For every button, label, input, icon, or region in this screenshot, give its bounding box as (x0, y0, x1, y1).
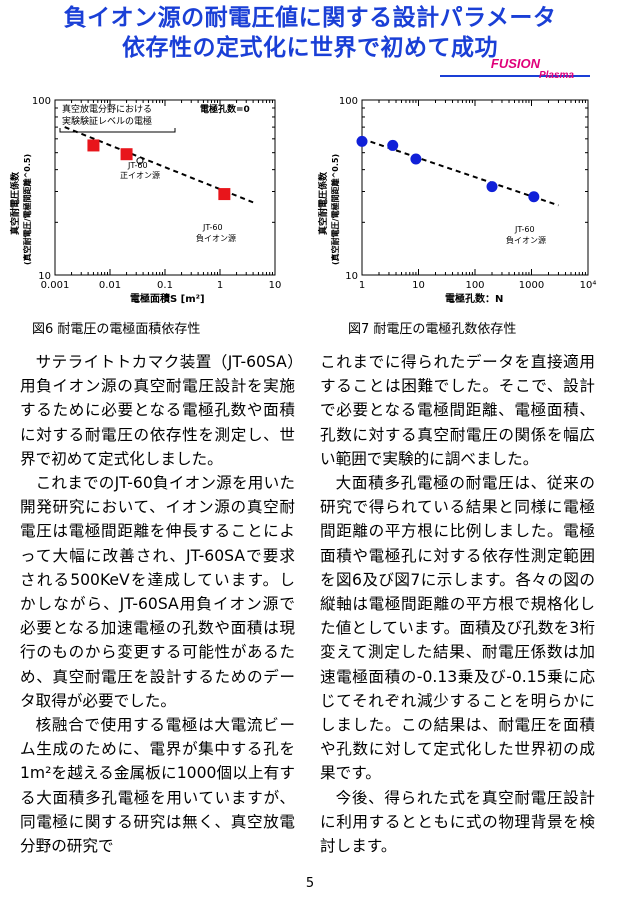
page-title-line2: 依存性の定式化に世界で初めて成功 (122, 35, 498, 61)
data-point (410, 153, 422, 165)
x-tick-label: 10⁴ (580, 280, 597, 291)
body-paragraph: 核融合で使用する電極は大電流ビーム生成のために、電界が集中する孔を1m²を越える… (20, 716, 295, 856)
x-tick-label: 0.1 (157, 280, 173, 291)
open-data-point (136, 157, 144, 165)
fig7-ylabel-1: 真空耐電圧係数 (317, 171, 329, 235)
data-point (387, 139, 399, 151)
fig7-xlabel: 電極孔数：N (445, 292, 503, 305)
x-tick-label: 10 (412, 280, 425, 291)
y-tick-label: 10 (38, 271, 51, 282)
body-paragraph: これまでのJT-60負イオン源を用いた開発研究において、イオン源の真空耐電圧は電… (20, 474, 295, 710)
body-paragraph: 今後、得られた式を真空耐電圧設計に利用するとともに式の物理背景を検討します。 (320, 788, 595, 856)
y-tick-label: 10 (345, 271, 358, 282)
data-point (218, 188, 231, 201)
y-tick-label: 100 (339, 96, 358, 107)
y-tick-label: 100 (32, 96, 51, 107)
fig6-label-pos2: 正イオン源 (120, 171, 160, 180)
page-title-line1: 負イオン源の耐電圧値に関する設計パラメータ (63, 5, 557, 31)
x-tick-label: 0.01 (99, 280, 121, 291)
data-point (120, 148, 133, 161)
data-point (356, 135, 368, 147)
fig7-fit-line (361, 137, 559, 207)
body-paragraph: 大面積多孔電極の耐電圧は、従来の研究で得られている結果と同様に電極間距離の平方根… (320, 474, 595, 783)
x-tick-label: 100 (465, 280, 484, 291)
fig6-annotation-n: 電極孔数=0 (200, 103, 250, 115)
fig6-annotation-top2: 実験験証レベルの電極 (62, 115, 152, 127)
fig6-ylabel-2: (真空耐電圧/電極間距離^0.5) (22, 154, 32, 265)
fig7-label-1: JT-60 (514, 225, 535, 234)
fig7-ylabel-2: (真空耐電圧/電極間距離^0.5) (330, 154, 340, 265)
fig6-annotation-bracket (59, 128, 176, 133)
data-point (528, 191, 540, 203)
page-number: 5 (305, 876, 315, 891)
x-tick-label: 0.001 (41, 280, 70, 291)
figure-7-caption: 図7 耐電圧の電極孔数依存性 (348, 322, 517, 337)
fig6-ylabel-1: 真空耐電圧係数 (9, 171, 21, 235)
fig6-label-neg2: 負イオン源 (196, 233, 236, 243)
fig6-label-neg1: JT-60 (202, 223, 223, 232)
x-tick-label: 1 (359, 280, 365, 291)
fig7-plot-frame (361, 99, 589, 276)
data-point (87, 139, 100, 152)
x-tick-label: 1 (217, 280, 223, 291)
figure-6-caption: 図6 耐電圧の電極面積依存性 (32, 322, 201, 337)
fig6-fit-line (64, 126, 254, 204)
figure-6-chart: 0.001 0.01 0.1 1 10 10 100 真空耐電圧係数 (真空耐電圧/電極間距… (9, 96, 282, 305)
body-paragraph: サテライトトカマク装置（JT-60SA）用負イオン源の真空耐電圧設計を実施するた… (20, 353, 295, 468)
fusion-badge: FUSION (490, 56, 540, 71)
fig7-label-2: 負イオン源 (506, 235, 546, 245)
data-point (486, 181, 498, 193)
body-column-right: これまでに得られたデータを直接適用することは困難でした。そこで、設計で必要となる… (320, 350, 595, 858)
fig6-annotation-top: 真空放電分野における (62, 103, 152, 115)
fig6-xlabel: 電極面積S [m²] (130, 292, 205, 305)
fig6-label-pos1: JT-60 (127, 161, 148, 170)
plasma-badge: Plasma (538, 70, 574, 81)
header-rule (440, 75, 590, 77)
x-tick-label: 10 (269, 280, 282, 291)
x-tick-label: 1000 (519, 280, 544, 291)
body-paragraph: これまでに得られたデータを直接適用することは困難でした。そこで、設計で必要となる… (320, 353, 595, 468)
body-column-left: サテライトトカマク装置（JT-60SA）用負イオン源の真空耐電圧設計を実施するた… (20, 350, 295, 858)
